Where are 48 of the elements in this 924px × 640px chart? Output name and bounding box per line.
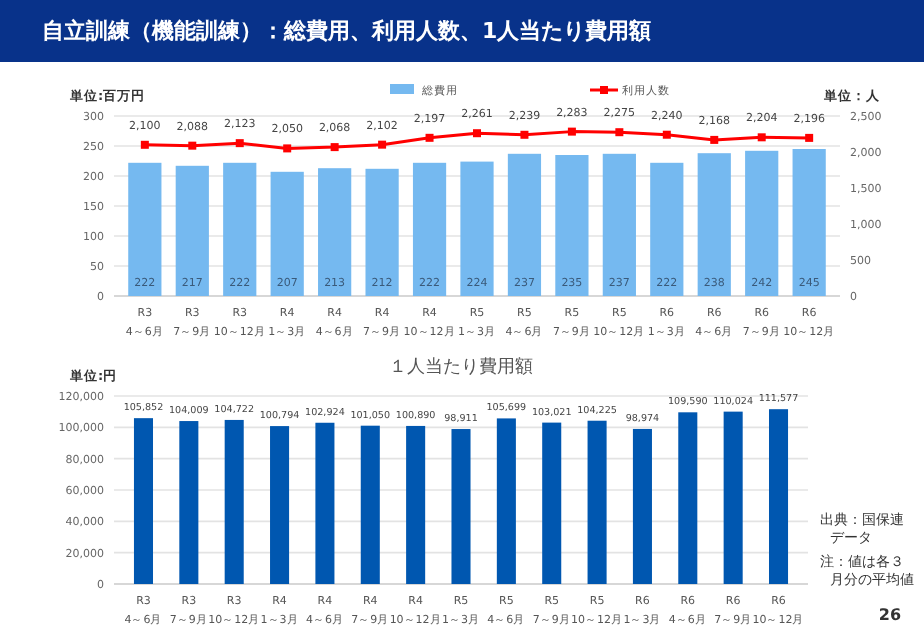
point xyxy=(757,133,766,142)
bar xyxy=(451,429,471,584)
bar xyxy=(318,168,352,296)
point xyxy=(662,130,671,139)
bar xyxy=(587,420,607,584)
bar xyxy=(406,425,426,584)
bar xyxy=(792,149,826,296)
point xyxy=(283,144,292,153)
bar xyxy=(175,165,209,296)
bar xyxy=(270,171,304,296)
bar xyxy=(602,153,636,296)
point xyxy=(520,130,529,139)
bar xyxy=(678,412,698,584)
point xyxy=(473,129,481,138)
bar xyxy=(223,162,257,296)
bar xyxy=(360,425,380,584)
bar xyxy=(460,161,494,296)
bar xyxy=(555,155,589,296)
bar xyxy=(365,168,399,296)
bar xyxy=(723,411,743,584)
bar xyxy=(632,428,652,584)
bar xyxy=(745,150,779,296)
point xyxy=(425,133,434,142)
bar xyxy=(315,422,335,584)
bar xyxy=(650,162,684,296)
point xyxy=(188,141,197,150)
bar xyxy=(270,426,290,584)
point xyxy=(567,127,576,136)
point xyxy=(330,143,339,152)
bar xyxy=(768,409,789,584)
bar xyxy=(133,418,154,584)
point xyxy=(378,140,387,149)
point xyxy=(710,135,719,144)
chart-title: １人当たり費用額 xyxy=(389,356,533,378)
bar xyxy=(697,153,731,296)
bar xyxy=(507,153,542,296)
bar xyxy=(224,419,244,584)
point xyxy=(805,133,814,142)
point xyxy=(615,128,624,137)
bar xyxy=(542,422,562,584)
bar xyxy=(179,421,199,584)
point xyxy=(235,139,244,148)
bar xyxy=(412,162,447,296)
bar xyxy=(496,418,516,584)
text: 26 xyxy=(878,606,902,624)
bar xyxy=(128,162,162,296)
chart-title: 自立訓練（機能訓練）：総費用、利用人数、1人当たり費用額 xyxy=(42,18,652,44)
point xyxy=(140,140,149,149)
